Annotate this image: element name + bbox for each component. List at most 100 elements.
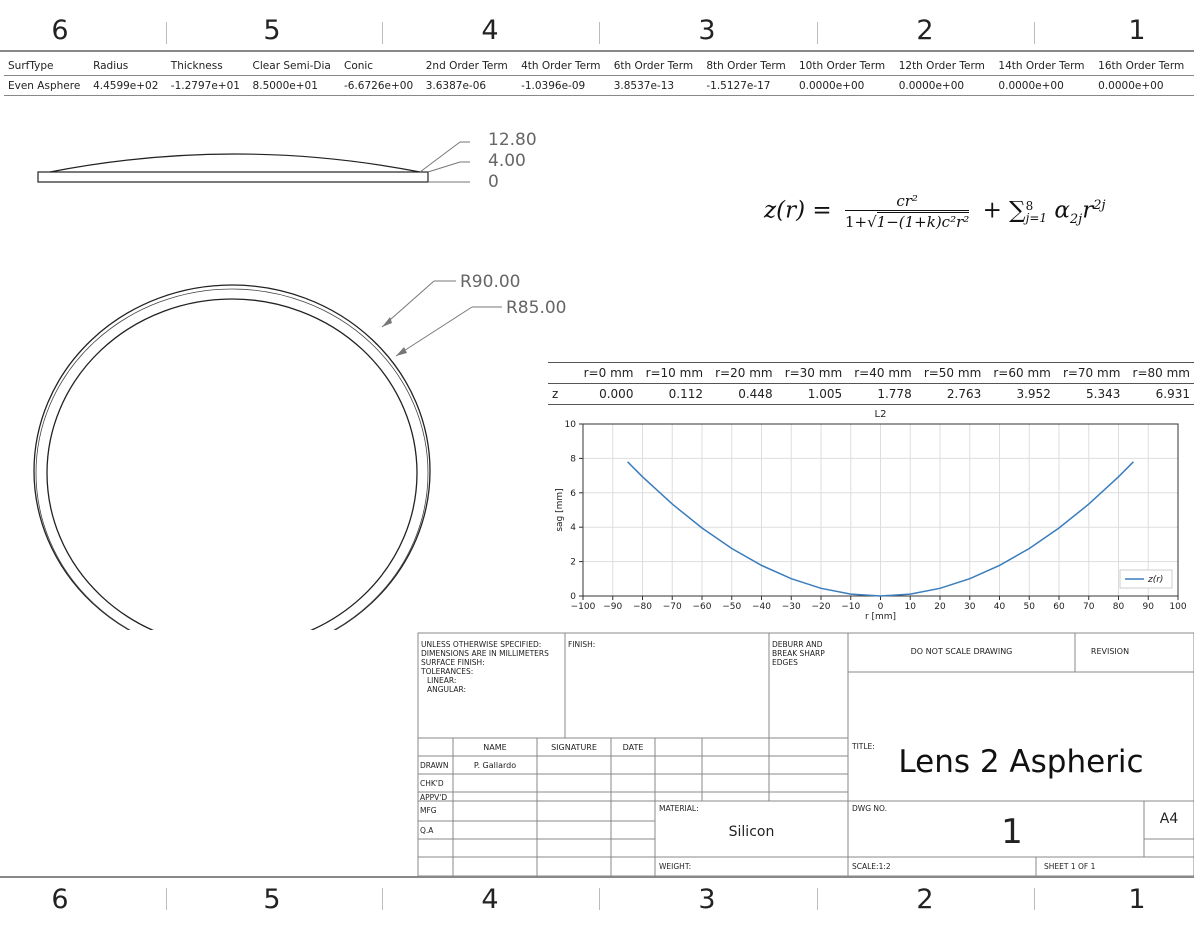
y-tick-label: 6 (570, 489, 576, 499)
border-bottom (0, 876, 1194, 878)
weight-label: WEIGHT: (659, 862, 692, 871)
sag-value: 1.778 (877, 387, 912, 401)
radius-label: R90.00 (460, 272, 521, 292)
sag-equation: z(r) = cr² 1+√1−(1+k)c²r² + ∑ 8 j=1 α2jr2j (764, 192, 1106, 231)
sag-value: 0.112 (668, 387, 704, 401)
equation-term: α (1054, 197, 1070, 224)
table-header: 16th Order Term (1098, 59, 1185, 72)
equation-term-r: r (1082, 197, 1094, 224)
zone-label: 2 (916, 15, 934, 46)
row-label-approved: APPV'D (420, 793, 448, 802)
do-not-scale-note: DO NOT SCALE DRAWING (910, 647, 1013, 656)
sag-table: r=0 mm r=10 mm r=20 mm r=30 mm r=40 mm r… (548, 362, 1194, 405)
revision-label: REVISION (1090, 647, 1130, 656)
note-line: LINEAR: (427, 676, 457, 685)
zone-label: 1 (1128, 15, 1146, 46)
table-header: 6th Order Term (613, 59, 694, 72)
lens-side-view (37, 141, 470, 183)
lens-front-view (33, 280, 502, 630)
x-tick-label: 90 (1143, 602, 1155, 612)
sqrt-icon: √ (867, 213, 877, 231)
x-tick-label: −50 (722, 602, 741, 612)
x-tick-label: 80 (1113, 602, 1125, 612)
zone-divider (817, 22, 818, 44)
sag-value-row: z 0.000 0.112 0.448 1.005 1.778 2.763 3.… (548, 384, 1194, 405)
chart-title: L2 (875, 409, 887, 420)
x-tick-label: 60 (1053, 602, 1065, 612)
x-tick-label: 50 (1024, 602, 1036, 612)
x-tick-label: −20 (812, 602, 831, 612)
sag-value: 5.343 (1086, 387, 1121, 401)
dimension-label: 0 (488, 172, 499, 192)
sheet-label: SHEET 1 OF 1 (1044, 862, 1096, 871)
y-tick-label: 0 (570, 592, 576, 602)
x-tick-label: −60 (693, 602, 712, 612)
x-tick-label: −80 (633, 602, 652, 612)
zone-label: 2 (916, 884, 934, 915)
note-line: EDGES (772, 658, 798, 667)
arrowhead (382, 317, 392, 327)
sag-value: 3.952 (1016, 387, 1051, 401)
table-cell: -1.2797e+01 (170, 79, 240, 92)
drawn-by-name: P. Gallardo (473, 761, 517, 770)
sag-header: r=50 mm (923, 366, 982, 380)
sag-row-label: z (552, 387, 559, 401)
zone-divider (599, 888, 600, 910)
zone-divider (599, 22, 600, 44)
table-cell: 3.6387e-06 (425, 79, 487, 92)
table-header: SurfType (8, 59, 54, 72)
zone-divider (1034, 22, 1035, 44)
finish-label: FINISH: (568, 640, 596, 649)
x-tick-label: 70 (1083, 602, 1095, 612)
zone-label: 1 (1128, 884, 1146, 915)
sag-header: r=30 mm (784, 366, 843, 380)
note-line: UNLESS OTHERWISE SPECIFIED: (421, 640, 542, 649)
x-tick-label: 20 (934, 602, 946, 612)
table-row: Even Asphere 4.4599e+02 -1.2797e+01 8.50… (4, 76, 1194, 96)
x-tick-label: −10 (841, 602, 860, 612)
sag-corner (548, 363, 576, 384)
outer-circle-edge (35, 288, 429, 630)
equation-sum-sign: + ∑ (982, 197, 1026, 224)
material-label: MATERIAL: (659, 804, 699, 813)
dwg-no-label: DWG NO. (852, 804, 887, 813)
sag-value: 2.763 (946, 387, 982, 401)
arrowhead (396, 347, 407, 356)
sag-header: r=20 mm (715, 366, 773, 380)
table-header: Thickness (170, 59, 223, 72)
table-header: 8th Order Term (706, 59, 786, 72)
table-header: Clear Semi-Dia (252, 59, 331, 72)
row-label-drawn: DRAWN (420, 761, 449, 770)
note-line: DIMENSIONS ARE IN MILLIMETERS (421, 649, 549, 658)
table-cell: Even Asphere (8, 79, 81, 92)
sag-header: r=80 mm (1132, 366, 1190, 380)
sheet-size: A4 (1159, 811, 1179, 827)
zone-divider (166, 888, 167, 910)
leader-line (427, 161, 461, 173)
sag-value: 1.005 (807, 387, 843, 401)
equation-sum-sup: 8 (1025, 198, 1034, 213)
note-line: SURFACE FINISH: (421, 658, 485, 667)
leader-line (419, 141, 461, 173)
zone-label: 5 (263, 15, 281, 46)
zone-divider (1034, 888, 1035, 910)
general-notes: UNLESS OTHERWISE SPECIFIED: DIMENSIONS A… (421, 640, 566, 694)
x-tick-label: 10 (905, 602, 917, 612)
series-line (627, 461, 1134, 597)
equation-denominator: 1+√1−(1+k)c²r² (845, 211, 970, 231)
equation-term-sup: 2j (1093, 197, 1106, 213)
zone-label: 4 (481, 884, 499, 915)
table-header: 4th Order Term (521, 59, 601, 72)
zone-label: 3 (698, 884, 716, 915)
border-top (0, 50, 1194, 52)
table-header: 2nd Order Term (425, 59, 508, 72)
sag-value: 0.448 (738, 387, 773, 401)
material-value: Silicon (728, 824, 775, 840)
y-tick-label: 8 (570, 454, 576, 464)
note-line: DEBURR AND (772, 640, 823, 649)
leader-line (395, 306, 473, 357)
equation-den-sqrt: 1−(1+k)c²r² (876, 212, 970, 231)
x-tick-label: 30 (964, 602, 976, 612)
table-header: 12th Order Term (898, 59, 985, 72)
column-header-name: NAME (483, 743, 507, 752)
